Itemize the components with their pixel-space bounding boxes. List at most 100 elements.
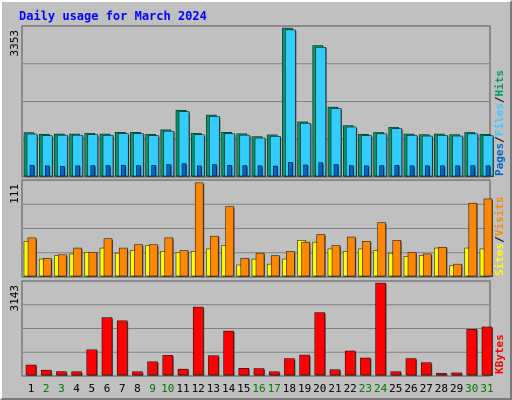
pages-bar [44, 165, 50, 177]
visits-bar [225, 206, 234, 277]
pages-bar [424, 165, 430, 177]
visits-bar [103, 238, 113, 277]
files-bar [285, 29, 296, 177]
pages-bar [470, 165, 476, 177]
kbytes-bar [177, 368, 189, 376]
visits-bar [316, 234, 326, 277]
legend-separator: / [493, 136, 506, 143]
day-label: 10 [161, 382, 174, 395]
kbytes-panel: 3143 KBytes [8, 280, 506, 377]
legend-kbytes: KBytes [493, 334, 506, 374]
kbytes-bar [436, 372, 447, 376]
visits-bar [240, 257, 250, 277]
day-label: 22 [344, 382, 357, 395]
visits-bar [331, 245, 341, 277]
kbytes-bar [56, 371, 67, 376]
day-label: 28 [435, 382, 448, 395]
pages-bar [288, 162, 293, 177]
kbytes-bar [360, 357, 371, 376]
day-label: 2 [43, 382, 50, 395]
pages-bar [272, 165, 278, 177]
visits-bar [255, 252, 265, 277]
kbytes-bar [344, 350, 356, 376]
kbytes-bar [86, 349, 98, 376]
day-label: 30 [465, 382, 478, 395]
files-bar [315, 47, 327, 177]
pages-bar [212, 164, 217, 177]
visits-bar [422, 253, 432, 277]
day-label: 11 [176, 382, 189, 395]
kbytes-bar [451, 372, 462, 376]
day-label: 19 [298, 382, 311, 395]
visits-panel: 111 Sites/Visits [8, 179, 506, 278]
pages-bar [75, 165, 80, 177]
kbytes-bar [390, 371, 402, 376]
day-label: 29 [450, 382, 463, 395]
pages-bar [166, 164, 172, 177]
visits-bar [377, 222, 386, 277]
visits-bar [210, 235, 219, 277]
visits-bar [346, 236, 356, 277]
day-label: 20 [313, 382, 326, 395]
visits-bar [58, 254, 67, 277]
kbytes-bar [192, 306, 204, 376]
visits-bar [270, 255, 280, 277]
visits-bar [27, 237, 37, 277]
day-label: 25 [389, 382, 402, 395]
kbytes-bar [40, 369, 52, 376]
day-label: 26 [404, 382, 417, 395]
legend-files: Files [493, 103, 506, 136]
day-label: 17 [268, 382, 281, 395]
legend-pages: Pages [493, 143, 506, 176]
visits-bar [42, 257, 52, 277]
legend-sites: Sites [493, 243, 506, 276]
visits-bar [453, 263, 462, 277]
visits-legend: Sites/Visits [493, 197, 506, 277]
kbytes-bar [466, 329, 478, 376]
pages-bar [29, 165, 35, 177]
kbytes-bar [253, 368, 265, 376]
kbytes-bar [132, 371, 143, 376]
pages-bar [105, 165, 111, 177]
day-label: 14 [222, 382, 236, 395]
hits-ymax-label: 3353 [8, 30, 21, 57]
pages-bar [485, 165, 491, 177]
kbytes-bars [23, 282, 493, 376]
pages-bar [333, 164, 339, 177]
legend-separator: / [493, 96, 506, 103]
day-label: 8 [134, 382, 141, 395]
legend-separator: / [493, 236, 506, 243]
kbytes-bar [299, 354, 310, 376]
kbytes-bar [223, 330, 234, 376]
visits-bar [88, 252, 98, 277]
pages-bar [440, 165, 445, 177]
day-label: 21 [328, 382, 341, 395]
hits-bars [23, 27, 494, 178]
kbytes-ymax-label: 3143 [8, 285, 21, 312]
hits-panel: 3353 Pages/Files/Hits [8, 25, 506, 178]
pages-bar [242, 165, 248, 177]
day-label: 6 [104, 382, 111, 395]
day-label: 15 [237, 382, 250, 395]
kbytes-bar [238, 368, 250, 376]
kbytes-bar [162, 355, 174, 376]
kbytes-bar [314, 312, 326, 376]
pages-bar [60, 166, 65, 177]
visits-bar [149, 244, 158, 277]
kbytes-bar [208, 355, 219, 376]
visits-bar [362, 241, 371, 277]
pages-bar [318, 162, 324, 177]
day-label: 31 [480, 382, 493, 395]
visits-legend-text: Sites/Visits [493, 197, 506, 277]
legend-hits: Hits [493, 70, 506, 97]
pages-bar [257, 165, 263, 177]
day-label: 9 [149, 382, 156, 395]
day-label: 18 [283, 382, 296, 395]
pages-bar [303, 164, 308, 177]
day-label: 3 [58, 382, 65, 395]
hits-legend: Pages/Files/Hits [493, 70, 506, 176]
chart-title: Daily usage for March 2024 [19, 9, 207, 23]
pages-bar [196, 165, 202, 177]
kbytes-bar [268, 371, 280, 376]
